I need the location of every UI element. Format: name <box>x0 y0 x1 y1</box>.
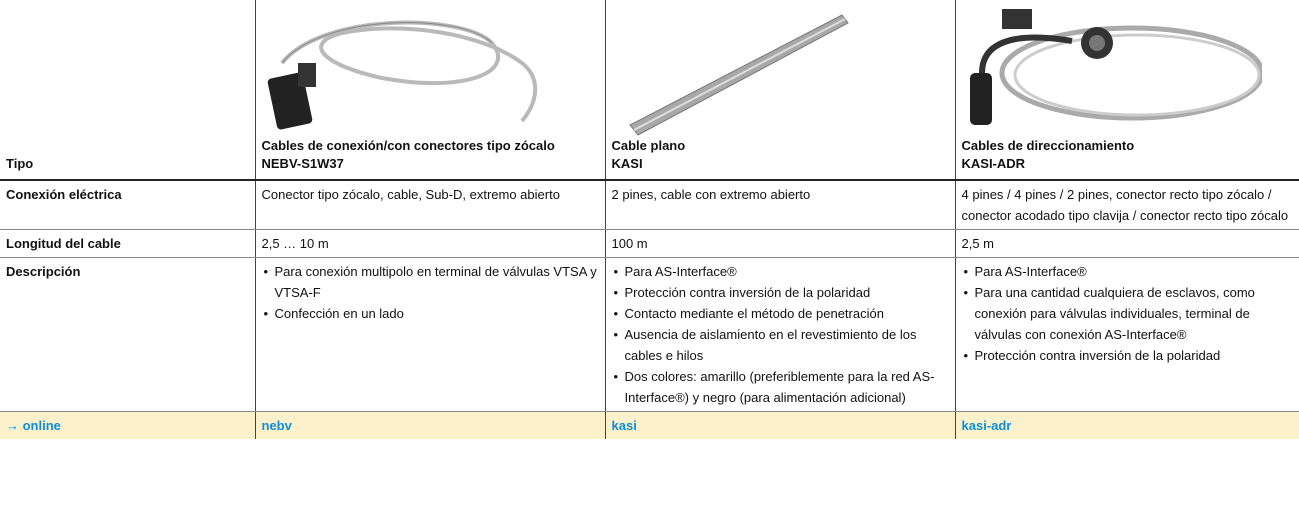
cell: 2,5 m <box>954 229 1299 258</box>
product-table: Tipo Cables de conexión/con conectores ti… <box>0 0 1299 439</box>
online-link[interactable]: kasi <box>604 411 955 439</box>
table-row: Longitud del cable 2,5 … 10 m 100 m 2,5 m <box>0 229 1299 258</box>
bullet-item: Protección contra inversión de la polari… <box>962 345 1294 366</box>
bullet-item: Para conexión multipolo en terminal de v… <box>262 261 599 303</box>
product-title: Cables de conexión/con conectores tipo z… <box>261 138 555 153</box>
row-label: Descripción <box>0 257 255 412</box>
table-row: DescripciónPara conexión multipolo en te… <box>0 257 1299 412</box>
cell: 4 pines / 4 pines / 2 pines, conector re… <box>954 180 1299 230</box>
bullet-item: Confección en un lado <box>262 303 599 324</box>
bullet-item: Para AS-Interface® <box>612 261 949 282</box>
bullet-item: Contacto mediante el método de penetraci… <box>612 303 949 324</box>
product-code: KASI-ADR <box>961 156 1026 171</box>
cell: Para AS-Interface®Para una cantidad cual… <box>954 257 1299 412</box>
cell: Conector tipo zócalo, cable, Sub-D, extr… <box>254 180 605 230</box>
product-image <box>969 9 1262 125</box>
product-title: Cables de direccionamiento <box>961 138 1135 153</box>
row-label: Conexión eléctrica <box>0 180 255 230</box>
product-title: Cable plano <box>611 138 686 153</box>
header-label: Tipo <box>0 0 255 181</box>
online-link[interactable]: kasi-adr <box>954 411 1299 439</box>
cell: 2 pines, cable con extremo abierto <box>604 180 955 230</box>
product-header: Cables de direccionamiento KASI-ADR <box>954 0 1299 181</box>
online-row: → online nebv kasi kasi-adr <box>0 411 1299 439</box>
product-header: Cable plano KASI <box>604 0 955 181</box>
bullet-list: Para conexión multipolo en terminal de v… <box>262 261 599 324</box>
cell: 2,5 … 10 m <box>254 229 605 258</box>
product-image <box>628 14 849 136</box>
online-link[interactable]: nebv <box>254 411 605 439</box>
bullet-item: Ausencia de aislamiento en el revestimie… <box>612 324 949 366</box>
bullet-item: Para AS-Interface® <box>962 261 1294 282</box>
product-code: KASI <box>611 156 643 171</box>
product-header: Cables de conexión/con conectores tipo z… <box>254 0 605 181</box>
bullet-item: Para una cantidad cualquiera de esclavos… <box>962 282 1294 345</box>
bullet-item: Protección contra inversión de la polari… <box>612 282 949 303</box>
cell: Para conexión multipolo en terminal de v… <box>254 257 605 412</box>
cell: 100 m <box>604 229 955 258</box>
online-label: → online <box>0 411 255 439</box>
bullet-list: Para AS-Interface®Protección contra inve… <box>612 261 949 408</box>
product-image <box>267 20 537 130</box>
table-row: Conexión eléctrica Conector tipo zócalo, … <box>0 180 1299 230</box>
product-code: NEBV-S1W37 <box>261 156 344 171</box>
bullet-item: Dos colores: amarillo (preferiblemente p… <box>612 366 949 408</box>
header-row: Tipo Cables de conexión/con conectores ti… <box>0 0 1299 181</box>
cell: Para AS-Interface®Protección contra inve… <box>604 257 955 412</box>
bullet-list: Para AS-Interface®Para una cantidad cual… <box>962 261 1294 366</box>
row-label: Longitud del cable <box>0 229 255 258</box>
